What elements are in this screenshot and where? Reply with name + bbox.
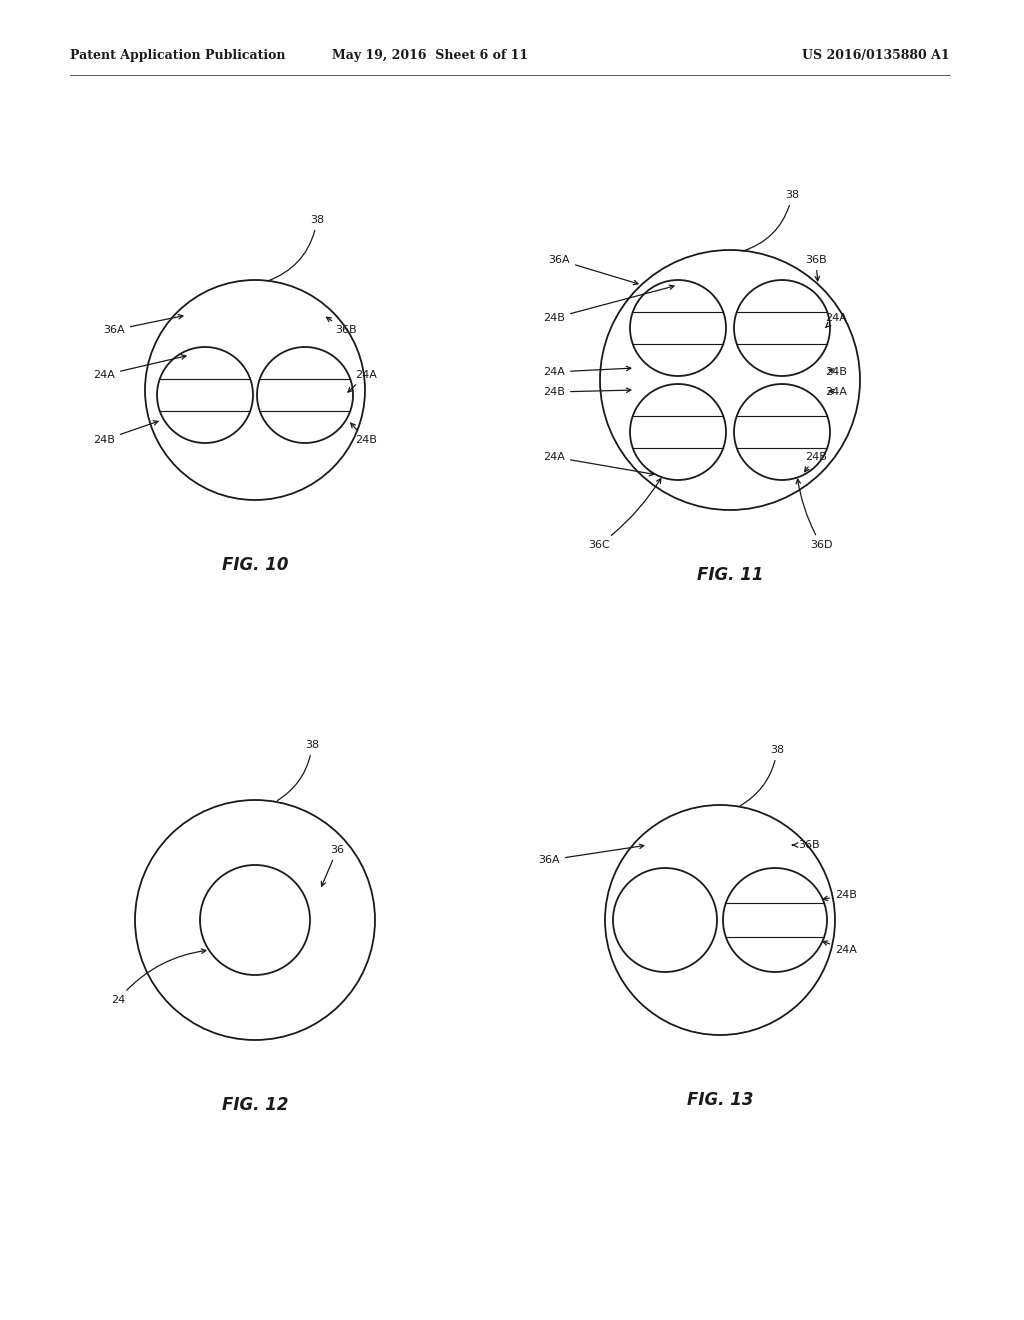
Text: 24B: 24B [351,424,377,445]
Text: 24A: 24A [93,355,186,380]
Text: 38: 38 [267,215,325,281]
Text: 38: 38 [742,190,799,251]
Text: 24A: 24A [823,941,857,954]
Text: 24B: 24B [93,421,158,445]
Text: 36C: 36C [588,479,660,550]
Text: 36B: 36B [805,255,826,281]
Text: 38: 38 [278,741,319,800]
Text: 24: 24 [111,949,206,1005]
Text: 24B: 24B [823,890,857,900]
Text: 24B: 24B [805,451,826,471]
Text: US 2016/0135880 A1: US 2016/0135880 A1 [803,49,950,62]
Text: FIG. 13: FIG. 13 [687,1092,754,1109]
Text: 36B: 36B [327,317,356,335]
Text: 24A: 24A [543,451,654,475]
Text: 24B: 24B [543,387,631,397]
Text: 36A: 36A [103,314,183,335]
Text: FIG. 11: FIG. 11 [696,566,763,583]
Text: 36A: 36A [539,843,644,865]
Text: 24A: 24A [543,366,631,378]
Text: 36: 36 [322,845,344,886]
Text: May 19, 2016  Sheet 6 of 11: May 19, 2016 Sheet 6 of 11 [332,49,528,62]
Text: 24A: 24A [825,313,847,327]
Text: 36D: 36D [796,479,833,550]
Text: Patent Application Publication: Patent Application Publication [70,49,286,62]
Text: 36B: 36B [793,840,819,850]
Text: FIG. 10: FIG. 10 [222,556,288,574]
Text: 36A: 36A [549,255,638,285]
Text: 24B: 24B [825,367,847,378]
Text: 24A: 24A [825,387,847,397]
Text: FIG. 12: FIG. 12 [222,1096,288,1114]
Text: 24A: 24A [348,370,377,392]
Text: 38: 38 [740,744,784,805]
Text: 24B: 24B [543,285,674,323]
